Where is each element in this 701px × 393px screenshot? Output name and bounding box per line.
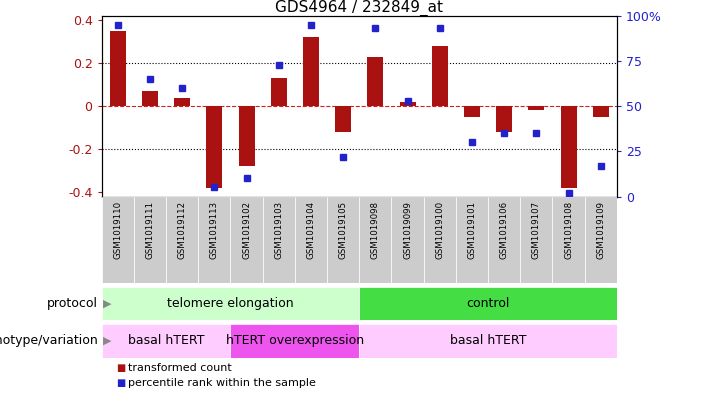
Text: GSM1019101: GSM1019101 [468,201,477,259]
Title: GDS4964 / 232849_at: GDS4964 / 232849_at [275,0,443,16]
Text: GSM1019098: GSM1019098 [371,201,380,259]
Bar [327,196,359,283]
Bar [142,91,158,106]
Bar [529,106,545,110]
Bar [231,324,360,358]
Text: GSM1019107: GSM1019107 [532,201,541,259]
Text: GSM1019105: GSM1019105 [339,201,348,259]
Text: ■: ■ [116,363,125,373]
Text: transformed count: transformed count [128,363,232,373]
Bar [561,106,577,188]
Bar [552,196,585,283]
Text: ■: ■ [116,378,125,387]
Text: GSM1019099: GSM1019099 [403,201,412,259]
Bar [102,324,231,358]
Text: GSM1019112: GSM1019112 [177,201,186,259]
Text: GSM1019106: GSM1019106 [500,201,509,259]
Text: telomere elongation: telomere elongation [167,297,294,310]
Bar [432,46,448,106]
Bar [263,196,295,283]
Bar [102,196,134,283]
Text: protocol: protocol [47,297,98,310]
Bar [520,196,552,283]
Bar [303,37,319,106]
Text: GSM1019103: GSM1019103 [274,201,283,259]
Bar [102,287,359,320]
Text: GSM1019111: GSM1019111 [145,201,154,259]
Bar [231,196,263,283]
Text: GSM1019100: GSM1019100 [435,201,444,259]
Bar [391,196,423,283]
Text: GSM1019102: GSM1019102 [242,201,251,259]
Bar [496,106,512,132]
Bar [359,287,617,320]
Bar [174,97,190,106]
Text: GSM1019110: GSM1019110 [114,201,122,259]
Bar [238,106,254,166]
Bar [109,31,125,106]
Text: hTERT overexpression: hTERT overexpression [226,334,364,347]
Text: GSM1019109: GSM1019109 [597,201,605,259]
Bar [593,106,609,117]
Bar [359,196,391,283]
Bar [198,196,231,283]
Bar [359,324,617,358]
Bar [295,196,327,283]
Text: genotype/variation: genotype/variation [0,334,98,347]
Text: GSM1019113: GSM1019113 [210,201,219,259]
Text: ▶: ▶ [103,336,111,346]
Bar [206,106,222,188]
Text: basal hTERT: basal hTERT [128,334,204,347]
Bar [400,102,416,106]
Text: control: control [466,297,510,310]
Bar [585,196,617,283]
Bar [134,196,166,283]
Bar [464,106,480,117]
Bar [166,196,198,283]
Text: GSM1019104: GSM1019104 [306,201,315,259]
Bar [488,196,520,283]
Text: ▶: ▶ [103,299,111,309]
Text: GSM1019108: GSM1019108 [564,201,573,259]
Bar [456,196,488,283]
Text: basal hTERT: basal hTERT [450,334,526,347]
Text: percentile rank within the sample: percentile rank within the sample [128,378,316,387]
Bar [271,78,287,106]
Bar [423,196,456,283]
Bar [367,57,383,106]
Bar [335,106,351,132]
